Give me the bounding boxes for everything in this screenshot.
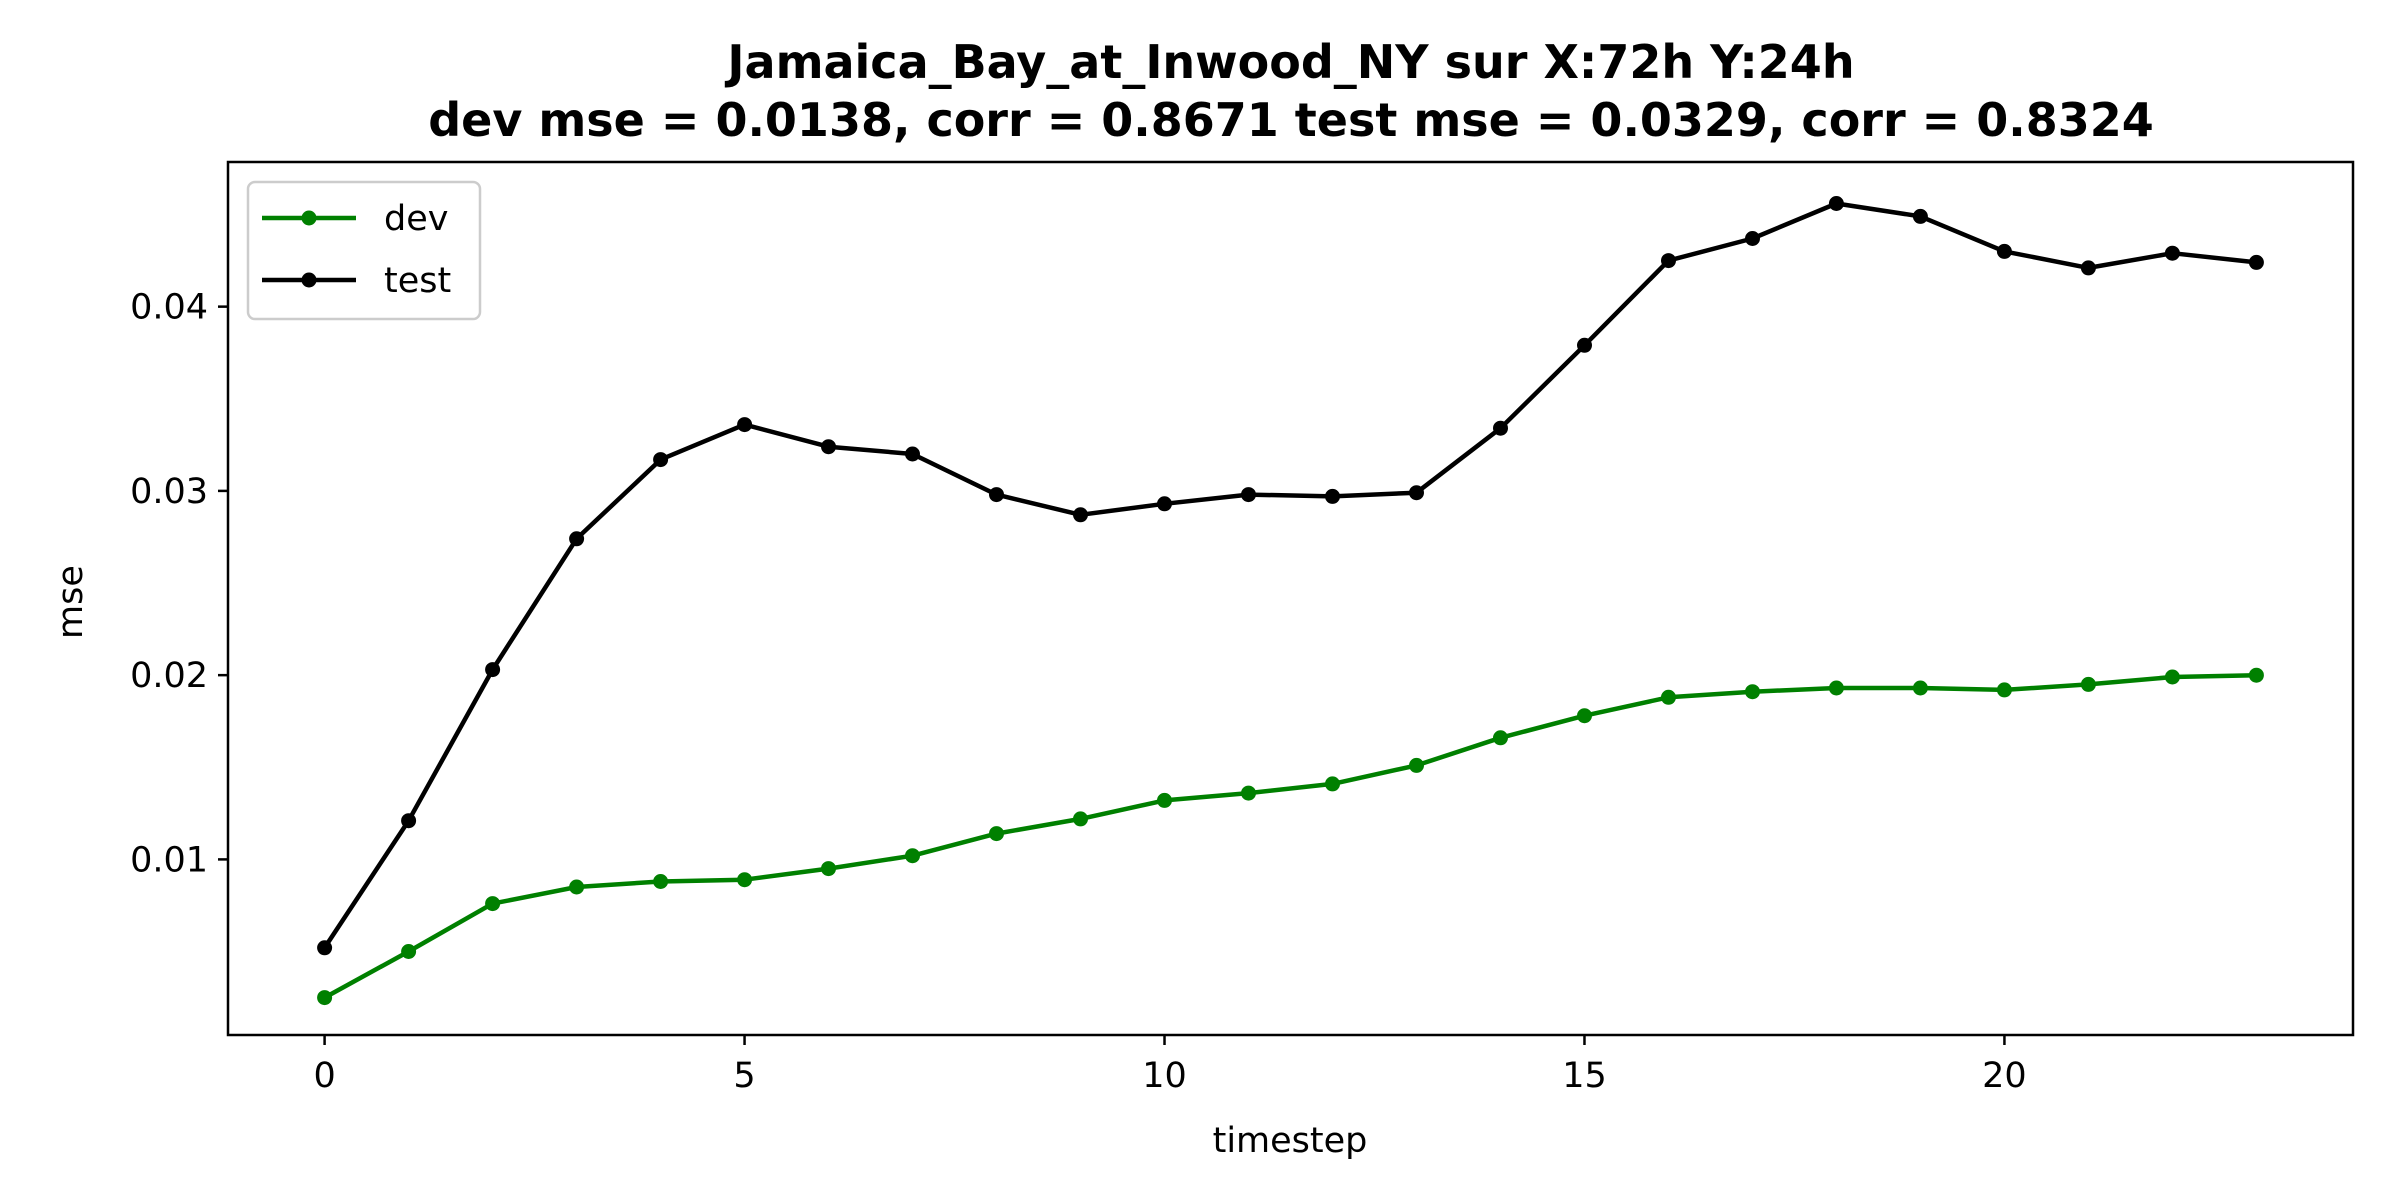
data-point-test-2	[485, 662, 501, 678]
series-test	[317, 196, 2264, 956]
data-point-dev-3	[569, 879, 585, 895]
y-tick-label: 0.02	[130, 656, 208, 696]
data-point-dev-2	[485, 896, 501, 912]
data-point-dev-14	[1493, 730, 1508, 746]
data-point-test-3	[569, 531, 585, 547]
data-point-dev-4	[653, 874, 669, 889]
x-tick-label: 5	[733, 1056, 755, 1096]
data-point-test-21	[2080, 260, 2096, 276]
data-point-dev-13	[1409, 757, 1424, 773]
data-point-test-12	[1325, 488, 1340, 504]
data-point-dev-8	[989, 826, 1004, 842]
data-point-dev-21	[2080, 676, 2096, 692]
data-point-dev-9	[1073, 811, 1088, 827]
data-point-test-17	[1745, 231, 1760, 246]
legend-label-test: test	[384, 261, 451, 301]
y-axis-label: mse	[51, 565, 91, 639]
data-point-test-7	[905, 446, 920, 462]
data-point-dev-5	[737, 872, 753, 888]
legend: dev test	[246, 180, 482, 321]
x-tick-label: 10	[1142, 1056, 1187, 1096]
series-line-dev	[322, 672, 2259, 1000]
x-tick-label: 15	[1562, 1056, 1607, 1096]
data-point-dev-17	[1745, 684, 1760, 700]
data-point-dev-19	[1912, 680, 1928, 696]
data-point-dev-18	[1828, 680, 1844, 696]
data-point-test-20	[1996, 243, 2012, 259]
data-point-test-16	[1661, 253, 1676, 269]
legend-marker-test	[301, 272, 317, 288]
legend-label-dev: dev	[384, 199, 448, 239]
data-point-test-11	[1241, 487, 1256, 503]
data-point-dev-1	[401, 944, 417, 959]
y-tick-label: 0.04	[130, 288, 208, 328]
data-point-dev-11	[1241, 785, 1256, 801]
data-point-test-19	[1912, 208, 1928, 224]
data-point-test-15	[1577, 337, 1592, 353]
data-point-test-9	[1073, 507, 1088, 523]
data-point-dev-7	[905, 848, 920, 864]
y-tick-label: 0.03	[130, 472, 208, 512]
data-point-dev-6	[821, 861, 836, 877]
plot-area	[317, 196, 2264, 1006]
chart-title-line1: Jamaica_Bay_at_Inwood_NY sur X:72h Y:24h	[724, 35, 1854, 89]
series-line-test	[322, 201, 2259, 951]
plot-frame	[226, 160, 2355, 1037]
data-point-dev-15	[1577, 708, 1592, 724]
data-point-test-0	[317, 940, 333, 956]
data-point-test-1	[401, 813, 417, 829]
y-tick-label: 0.01	[130, 840, 208, 880]
data-point-dev-10	[1157, 792, 1172, 808]
data-point-test-6	[821, 439, 836, 455]
data-point-test-13	[1409, 485, 1424, 501]
data-point-test-8	[989, 487, 1004, 503]
data-point-dev-22	[2164, 669, 2180, 685]
data-point-dev-20	[1996, 682, 2012, 698]
legend-marker-dev	[301, 210, 317, 226]
x-axis: 0 5 10 15 20	[313, 1035, 2027, 1096]
data-point-dev-23	[2248, 667, 2264, 683]
series-dev	[317, 667, 2264, 1006]
data-point-test-14	[1493, 420, 1508, 436]
data-point-dev-0	[317, 990, 333, 1006]
data-point-test-10	[1157, 496, 1172, 512]
data-point-test-5	[737, 417, 753, 433]
data-point-test-4	[653, 452, 669, 468]
x-tick-label: 20	[1982, 1056, 2027, 1096]
data-point-test-23	[2248, 254, 2264, 270]
data-point-test-18	[1828, 196, 1844, 211]
data-point-dev-16	[1661, 689, 1676, 705]
x-tick-label: 0	[313, 1056, 335, 1096]
y-axis: 0.01 0.02 0.03 0.04	[130, 288, 228, 880]
x-axis-label: timestep	[1213, 1121, 1368, 1161]
chart-title-line2: dev mse = 0.0138, corr = 0.8671 test mse…	[428, 93, 2154, 147]
data-point-test-22	[2164, 245, 2180, 261]
data-point-dev-12	[1325, 776, 1340, 792]
